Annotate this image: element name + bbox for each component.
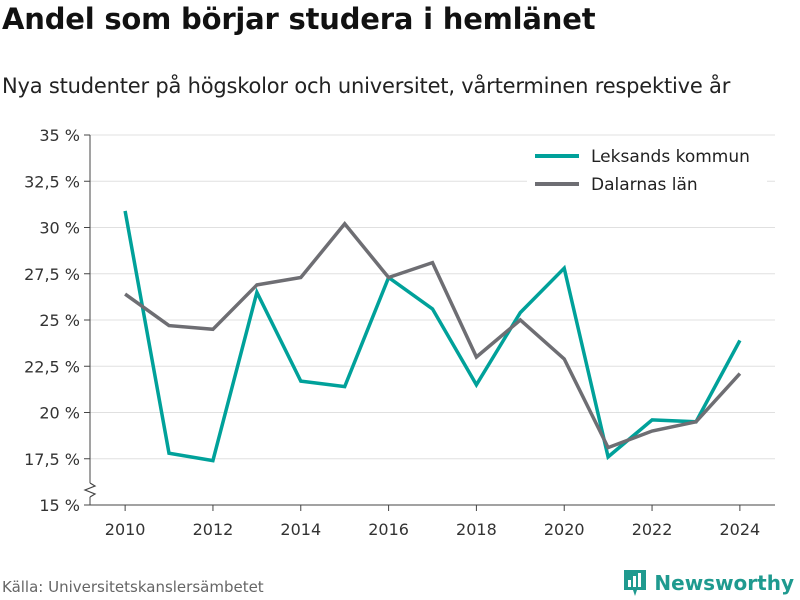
x-tick-label: 2024 <box>720 520 761 539</box>
chart-title: Andel som börjar studera i hemlänet <box>2 2 596 36</box>
x-tick-label: 2022 <box>632 520 673 539</box>
x-tick-label: 2014 <box>280 520 321 539</box>
y-tick-label: 25 % <box>39 311 80 330</box>
y-tick-label: 32,5 % <box>24 172 80 191</box>
legend-background <box>527 138 767 202</box>
legend: Leksands kommun Dalarnas län <box>527 138 767 202</box>
brand-logo: Newsworthy <box>622 568 794 598</box>
y-axis: 15 % 17,5 % 20 % 22,5 % 25 % 27,5 % 30 % 32,5 %… <box>24 126 97 515</box>
series-lines <box>123 210 742 463</box>
x-tick-label: 2010 <box>105 520 146 539</box>
y-tick-label: 35 % <box>39 126 80 145</box>
legend-label: Leksands kommun <box>591 147 750 167</box>
x-tick-label: 2018 <box>456 520 497 539</box>
x-axis: 2010 2012 2014 2016 2018 2020 2022 2024 <box>90 504 775 539</box>
x-tick-label: 2020 <box>544 520 585 539</box>
y-tick-label: 22,5 % <box>24 357 80 376</box>
legend-label: Dalarnas län <box>591 175 698 195</box>
y-tick-label: 17,5 % <box>24 450 80 469</box>
axis-break-icon <box>83 482 97 498</box>
y-tick-label: 30 % <box>39 219 80 238</box>
newsworthy-logo-icon <box>624 570 647 596</box>
x-tick-label: 2012 <box>193 520 234 539</box>
y-tick-label: 15 % <box>39 496 80 515</box>
series-line-leksand <box>123 210 742 463</box>
y-tick-label: 27,5 % <box>24 265 80 284</box>
source-note: Källa: Universitetskanslersämbetet <box>2 578 264 596</box>
chart-subtitle: Nya studenter på högskolor och universit… <box>2 74 731 98</box>
y-tick-label: 20 % <box>39 404 80 423</box>
brand-name: Newsworthy <box>654 571 794 595</box>
series-line-dalarna <box>124 221 742 450</box>
x-tick-label: 2016 <box>368 520 409 539</box>
